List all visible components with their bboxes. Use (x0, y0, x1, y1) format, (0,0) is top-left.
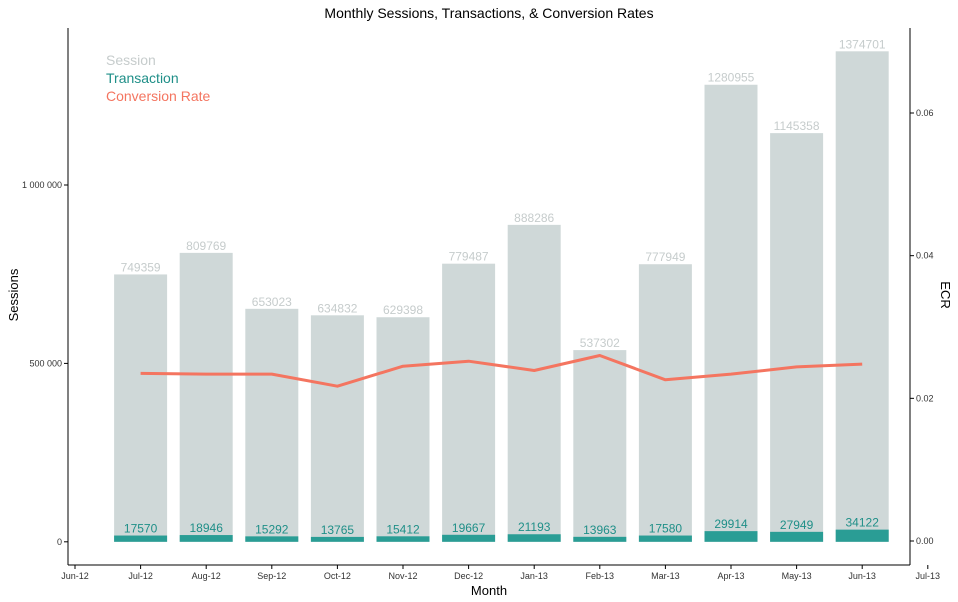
session-bar (179, 252, 233, 542)
transaction-bar (114, 535, 168, 542)
session-value-label: 749359 (121, 260, 161, 274)
x-tick-label: Jun-13 (848, 571, 876, 581)
transaction-value-label: 18946 (190, 521, 224, 535)
transaction-bar (573, 536, 627, 542)
session-bar (507, 224, 561, 542)
transaction-value-label: 17580 (649, 522, 683, 536)
session-value-label: 779487 (449, 250, 489, 264)
conversion-rate-line (140, 354, 863, 388)
legend: Session Transaction Conversion Rate (106, 52, 210, 104)
transaction-value-label: 15412 (386, 522, 420, 536)
y-axis-title: Sessions (6, 268, 21, 321)
transaction-bar (704, 531, 758, 542)
x-tick-label: Jun-12 (61, 571, 89, 581)
x-tick-label: Dec-12 (454, 571, 483, 581)
session-bar (638, 264, 692, 542)
x-tick-label: Oct-12 (324, 571, 351, 581)
transaction-value-label: 21193 (518, 520, 551, 534)
x-axis-title: Month (471, 583, 507, 598)
session-bar (704, 84, 758, 542)
transaction-value-label: 13765 (321, 523, 355, 537)
y2-tick-label: 0.04 (916, 251, 934, 261)
session-bar (835, 51, 889, 542)
transaction-value-label: 29914 (714, 517, 748, 531)
transaction-bar (179, 535, 233, 542)
x-tick-label: Aug-12 (192, 571, 221, 581)
x-tick-label: Jul-13 (916, 571, 941, 581)
axes: 0 500 000 1 000 000 0.00 0.02 0.04 0.06 Jun-12 J… (22, 28, 940, 581)
y2-axis-title: ECR (938, 281, 953, 308)
y-tick-label: 500 000 (29, 358, 62, 368)
session-bar (770, 133, 824, 542)
session-bar (310, 315, 364, 542)
x-tick-label: Jan-13 (520, 571, 548, 581)
y-tick-label: 1 000 000 (22, 180, 62, 190)
x-tick-label: Mar-13 (651, 571, 680, 581)
transaction-bar (638, 535, 692, 542)
session-value-label: 629398 (383, 303, 423, 317)
transaction-bar (376, 536, 430, 542)
transaction-bar (310, 536, 364, 542)
session-value-label: 1145358 (774, 119, 820, 133)
x-tick-label: Sep-12 (257, 571, 286, 581)
x-tick-label: Apr-13 (717, 571, 744, 581)
transaction-bar (442, 534, 496, 542)
session-bar (114, 274, 168, 542)
session-value-label: 1280955 (708, 71, 755, 85)
transaction-value-label: 34122 (846, 516, 880, 530)
plot-area: 749359 809769 653023 634832 629398 779487 8882… (114, 37, 889, 542)
session-bar (245, 308, 299, 542)
transaction-bar (835, 529, 889, 542)
session-value-label: 809769 (186, 239, 226, 253)
legend-session: Session (106, 52, 156, 68)
session-bar (442, 263, 496, 542)
transaction-value-label: 19667 (452, 521, 486, 535)
legend-transaction: Transaction (106, 70, 179, 86)
y2-tick-label: 0.06 (916, 108, 934, 118)
session-bar (376, 317, 430, 542)
x-tick-label: Feb-13 (586, 571, 615, 581)
transaction-value-label: 15292 (255, 522, 289, 536)
y-tick-label: 0 (57, 537, 62, 547)
transaction-value-label: 13963 (583, 523, 617, 537)
transaction-bar (507, 534, 561, 542)
session-value-label: 537302 (580, 336, 620, 350)
chart-title: Monthly Sessions, Transactions, & Conver… (324, 5, 653, 21)
session-bar (573, 350, 627, 542)
x-tick-label: May-13 (782, 571, 812, 581)
transaction-bar (245, 536, 299, 542)
session-value-label: 777949 (645, 250, 685, 264)
y2-tick-label: 0.02 (916, 393, 934, 403)
transaction-value-label: 27949 (780, 518, 814, 532)
x-tick-label: Nov-12 (388, 571, 417, 581)
x-tick-label: Jul-12 (128, 571, 153, 581)
legend-conversion-rate: Conversion Rate (106, 88, 210, 104)
session-value-label: 634832 (317, 301, 357, 315)
session-value-label: 1374701 (839, 37, 886, 51)
session-value-label: 888286 (514, 211, 554, 225)
transaction-bar (770, 531, 824, 542)
y2-tick-label: 0.00 (916, 536, 934, 546)
transaction-value-label: 17570 (124, 522, 158, 536)
session-value-label: 653023 (252, 295, 292, 309)
